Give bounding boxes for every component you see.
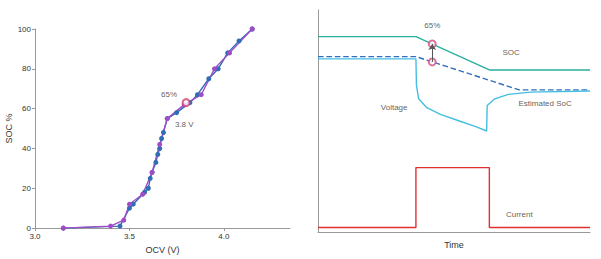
svg-text:4.0: 4.0 (218, 232, 230, 241)
svg-text:OCV (V): OCV (V) (145, 245, 179, 255)
svg-text:SOC: SOC (502, 48, 520, 57)
svg-text:20: 20 (22, 184, 31, 193)
svg-text:60: 60 (22, 104, 31, 113)
svg-text:100: 100 (18, 25, 32, 34)
svg-text:SOC %: SOC % (4, 114, 14, 144)
svg-text:3.0: 3.0 (29, 232, 41, 241)
svg-text:Time: Time (444, 240, 464, 250)
svg-text:80: 80 (22, 64, 31, 73)
svg-text:65%: 65% (161, 90, 177, 99)
svg-text:0: 0 (26, 223, 31, 233)
svg-text:3.5: 3.5 (124, 232, 136, 241)
svg-text:65%: 65% (424, 21, 440, 30)
svg-text:Voltage: Voltage (381, 103, 408, 112)
svg-text:Estimated SoC: Estimated SoC (518, 99, 572, 108)
svg-text:Current: Current (506, 210, 533, 219)
svg-text:40: 40 (22, 144, 31, 153)
svg-text:3.8 V: 3.8 V (175, 120, 194, 129)
